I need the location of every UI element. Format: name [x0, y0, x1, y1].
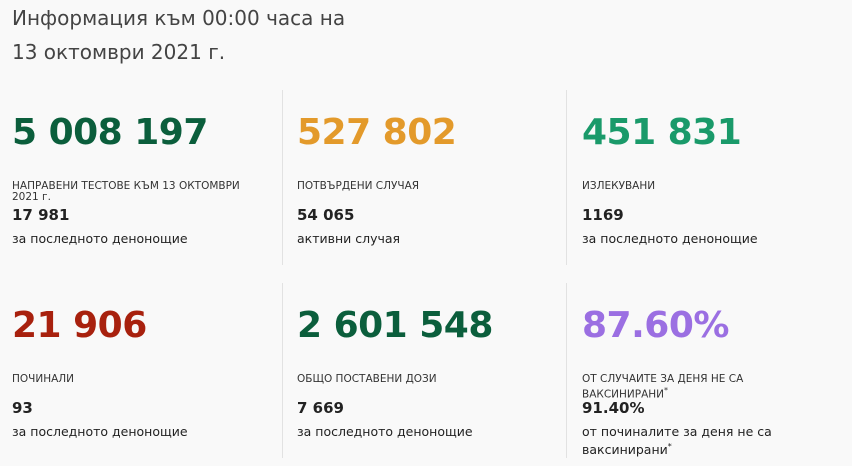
stat-card: 5 008 197 НАПРАВЕНИ ТЕСТОВЕ КЪМ 13 ОКТОМВ… — [12, 98, 282, 273]
stat-number: 527 802 — [297, 112, 457, 153]
stat-label: ПОЧИНАЛИ — [12, 374, 257, 385]
stat-sublabel: от починалите за деня не са ваксинирани* — [582, 424, 782, 457]
sublabel-text: за последното денонощие — [297, 424, 473, 439]
label-text: НАПРАВЕНИ ТЕСТОВЕ КЪМ 13 ОКТОМВРИ 2021 г… — [12, 180, 240, 203]
stat-number: 451 831 — [582, 112, 742, 153]
label-text: ПОЧИНАЛИ — [12, 373, 75, 385]
stat-value: 7 669 — [297, 399, 344, 417]
stat-sublabel: активни случая — [297, 231, 497, 246]
stat-label: ОБЩО ПОСТАВЕНИ ДОЗИ — [297, 374, 542, 385]
stat-sublabel: за последното денонощие — [12, 231, 212, 246]
sublabel-text: активни случая — [297, 231, 401, 246]
stat-number: 2 601 548 — [297, 305, 493, 346]
stat-label: ПОТВЪРДЕНИ СЛУЧАЯ — [297, 181, 542, 192]
label-text: ИЗЛЕКУВАНИ — [582, 180, 656, 192]
stat-value: 17 981 — [12, 206, 70, 224]
label-text: ПОТВЪРДЕНИ СЛУЧАЯ — [297, 180, 420, 192]
stat-card: 87.60% ОТ СЛУЧАИТЕ ЗА ДЕНЯ НЕ СА ВАКСИНИР… — [582, 291, 852, 466]
sublabel-text: за последното денонощие — [12, 231, 188, 246]
stat-number: 5 008 197 — [12, 112, 208, 153]
stat-label: ОТ СЛУЧАИТЕ ЗА ДЕНЯ НЕ СА ВАКСИНИРАНИ* — [582, 374, 827, 401]
stat-number: 21 906 — [12, 305, 147, 346]
stat-number: 87.60% — [582, 305, 729, 346]
stat-sublabel: за последното денонощие — [297, 424, 497, 439]
label-text: ОТ СЛУЧАИТЕ ЗА ДЕНЯ НЕ СА ВАКСИНИРАНИ — [582, 373, 744, 401]
stat-card: 21 906 ПОЧИНАЛИ 93 за последното денонощие — [12, 291, 282, 466]
stat-card: 2 601 548 ОБЩО ПОСТАВЕНИ ДОЗИ 7 669 за посл… — [297, 291, 567, 466]
footnote-mark: * — [664, 386, 669, 395]
label-text: ОБЩО ПОСТАВЕНИ ДОЗИ — [297, 373, 437, 385]
divider — [566, 283, 567, 458]
divider — [566, 90, 567, 265]
footnote-mark: * — [667, 442, 672, 451]
stat-label: ИЗЛЕКУВАНИ — [582, 181, 827, 192]
sublabel-text: от починалите за деня не са ваксинирани — [582, 424, 772, 458]
stat-value: 93 — [12, 399, 33, 417]
sublabel-text: за последното денонощие — [582, 231, 758, 246]
stat-sublabel: за последното денонощие — [12, 424, 212, 439]
sublabel-text: за последното денонощие — [12, 424, 188, 439]
stat-card: 451 831 ИЗЛЕКУВАНИ 1169 за последното денон… — [582, 98, 852, 273]
stat-label: НАПРАВЕНИ ТЕСТОВЕ КЪМ 13 ОКТОМВРИ 2021 г… — [12, 181, 257, 203]
stat-sublabel: за последното денонощие — [582, 231, 782, 246]
stat-card: 527 802 ПОТВЪРДЕНИ СЛУЧАЯ 54 065 активни сл… — [297, 98, 567, 273]
title-line: Информация към 00:00 часа на — [12, 6, 346, 30]
stat-value: 91.40% — [582, 399, 645, 417]
stat-value: 1169 — [582, 206, 624, 224]
stat-value: 54 065 — [297, 206, 355, 224]
divider — [282, 283, 283, 458]
divider — [282, 90, 283, 265]
title-line: 13 октомври 2021 г. — [12, 40, 226, 64]
